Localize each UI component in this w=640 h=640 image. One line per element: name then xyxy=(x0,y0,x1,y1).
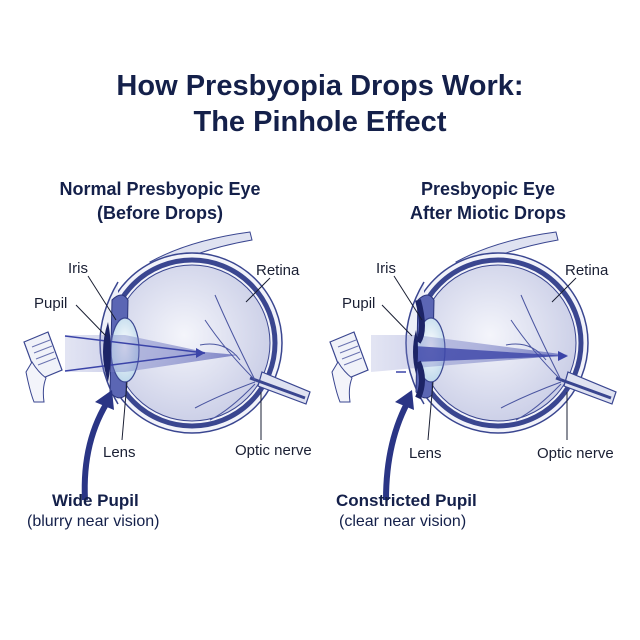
left-caption-title: Wide Pupil xyxy=(52,491,139,510)
label-optic-nerve: Optic nerve xyxy=(537,445,614,462)
title-line-1: How Presbyopia Drops Work: xyxy=(116,70,524,102)
curved-arrow-icon xyxy=(81,396,113,501)
right-heading-line-1: Presbyopic Eye xyxy=(420,179,556,199)
right-heading: Presbyopic Eye After Miotic Drops xyxy=(338,177,638,225)
label-iris: Iris xyxy=(376,260,396,277)
right-eye xyxy=(329,232,616,501)
right-caption: (clear near vision) xyxy=(339,513,467,530)
arrowhead-icon xyxy=(558,351,568,361)
book-icon xyxy=(23,331,63,403)
title-line-2: The Pinhole Effect xyxy=(193,106,447,138)
label-optic-nerve: Optic nerve xyxy=(235,442,312,459)
left-heading-line-2: (Before Drops) xyxy=(96,203,223,223)
label-lens: Lens xyxy=(409,445,442,462)
label-pupil: Pupil xyxy=(342,295,376,312)
left-heading: Normal Presbyopic Eye (Before Drops) xyxy=(10,177,310,225)
wide-pupil xyxy=(103,322,111,382)
right-caption-title: Constricted Pupil xyxy=(336,491,477,510)
label-pupil: Pupil xyxy=(34,295,68,312)
label-lens: Lens xyxy=(103,444,136,461)
label-retina: Retina xyxy=(565,262,609,279)
label-iris: Iris xyxy=(68,260,88,277)
book-icon xyxy=(329,331,369,403)
left-heading-line-1: Normal Presbyopic Eye xyxy=(59,179,261,199)
curved-arrow-icon xyxy=(383,396,413,501)
label-retina: Retina xyxy=(256,262,300,279)
left-eye xyxy=(23,232,310,501)
right-heading-line-2: After Miotic Drops xyxy=(409,203,566,223)
left-caption: (blurry near vision) xyxy=(27,513,160,530)
main-title: How Presbyopia Drops Work: The Pinhole E… xyxy=(0,68,640,140)
arrowhead-icon xyxy=(196,348,205,358)
